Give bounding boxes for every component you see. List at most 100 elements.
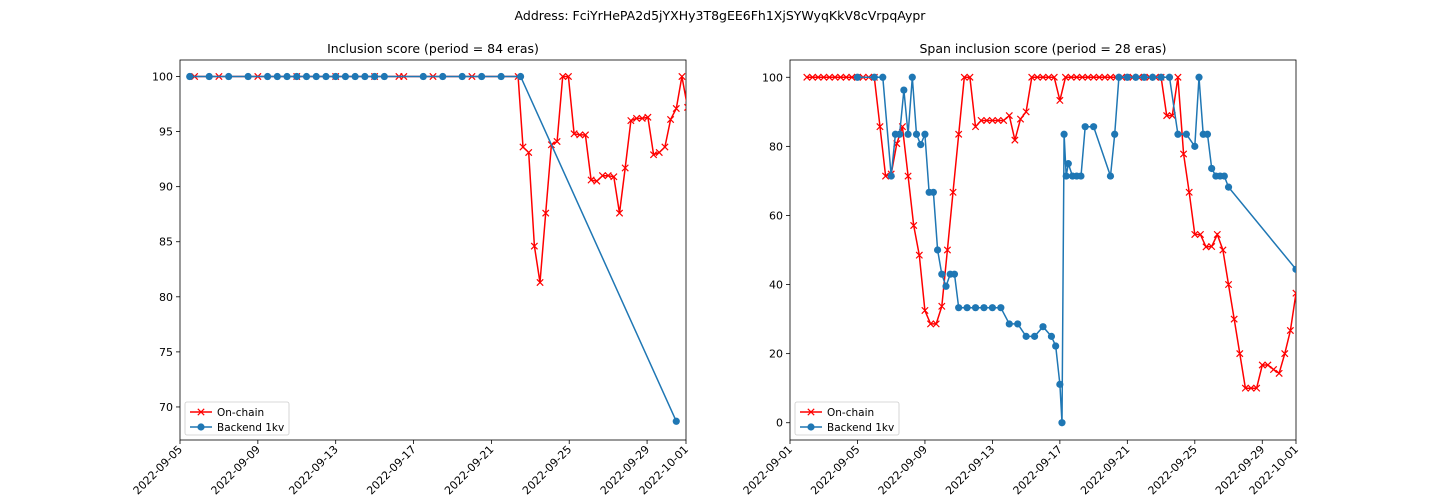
data-point [1062,172,1070,180]
data-point [1115,73,1123,81]
data-point [205,72,213,81]
data-point [1095,73,1103,81]
data-point [848,73,856,81]
data-point [621,164,629,172]
data-point [1132,73,1140,81]
data-point [1174,130,1182,138]
y-tick-label: 95 [159,126,173,139]
chart-title: Span inclusion score (period = 28 eras) [919,41,1166,56]
data-point [690,104,696,110]
y-tick-label: 70 [159,401,173,414]
data-point [598,172,607,180]
data-point [971,304,980,312]
data-point [881,172,890,180]
series-backend-1kv [853,73,1296,427]
chart-inclusion-score: Inclusion score (period = 84 eras) 70 75 8… [131,41,702,497]
y-tick-label: 60 [769,209,783,222]
data-point [1247,384,1255,392]
series-line [806,76,1296,389]
data-point [672,417,680,425]
data-point [1084,73,1092,81]
legend-marker [197,423,205,431]
data-point [696,104,702,110]
data-point [1060,130,1068,138]
series-on-chain [190,72,702,287]
data-point [1202,243,1210,251]
data-point [361,72,369,81]
data-point [879,73,887,81]
x-tick-label: 2022-09-05 [131,443,185,497]
data-point [439,72,447,81]
data-point [1185,188,1193,196]
data-point [1149,73,1157,81]
data-point [938,270,946,278]
data-point [312,72,320,81]
data-point [576,131,584,139]
data-point [186,72,194,81]
legend-label: Backend 1kv [217,422,284,434]
data-point [917,141,925,149]
data-point [1196,230,1205,239]
data-point [1163,111,1171,120]
data-point [926,320,935,328]
legend-entry: Backend 1kv [800,422,894,434]
data-point [1005,320,1013,328]
data-point [1195,73,1203,81]
plot-area [789,59,1297,441]
data-point [921,306,929,315]
data-point [955,304,963,312]
data-point [904,172,912,180]
data-point [1157,73,1165,81]
data-point [302,72,311,81]
y-tick-label: 80 [159,291,173,304]
data-point [971,123,980,131]
data-point [1140,73,1148,81]
data-point [419,72,427,81]
data-point [1236,350,1244,358]
legend-entry: Backend 1kv [190,422,284,434]
data-point [536,278,544,287]
data-point [966,73,974,81]
data-point [1219,246,1227,254]
data-point [1011,136,1019,144]
data-point [876,123,884,131]
legend-label: On-chain [217,407,264,419]
data-point [1067,73,1075,81]
data-point [371,72,379,81]
data-point [1056,96,1064,105]
data-point [950,270,959,278]
data-point [1022,108,1030,116]
data-point [988,304,997,312]
legend-label: Backend 1kv [827,422,894,434]
legend: On-chain Backend 1kv [794,401,900,436]
data-point [825,73,833,81]
data-point [836,73,845,81]
x-tick-label: 2022-09-09 [209,443,263,497]
data-point [1090,123,1098,131]
data-point [678,72,686,81]
data-point [955,130,963,138]
legend-marker [197,408,205,416]
data-point [497,72,505,81]
data-point [283,72,291,81]
chart-span-inclusion-score: Span inclusion score (period = 28 eras) … [741,41,1301,497]
data-point [263,72,272,81]
data-point [570,130,578,138]
data-point [1203,130,1212,138]
data-point [478,72,486,81]
data-point [1258,361,1266,369]
data-point [1016,115,1025,123]
data-point [803,73,811,81]
legend-entry: On-chain [800,407,874,419]
data-point [1058,419,1066,427]
series-line [857,76,1296,423]
data-point [604,172,612,180]
data-point [980,304,988,312]
y-tick-label: 85 [159,236,173,249]
y-tick-label: 75 [159,346,173,359]
data-point [1089,73,1098,81]
legend-marker [807,408,815,416]
data-point [908,73,916,81]
data-point [1039,73,1047,81]
data-point [1286,326,1295,335]
